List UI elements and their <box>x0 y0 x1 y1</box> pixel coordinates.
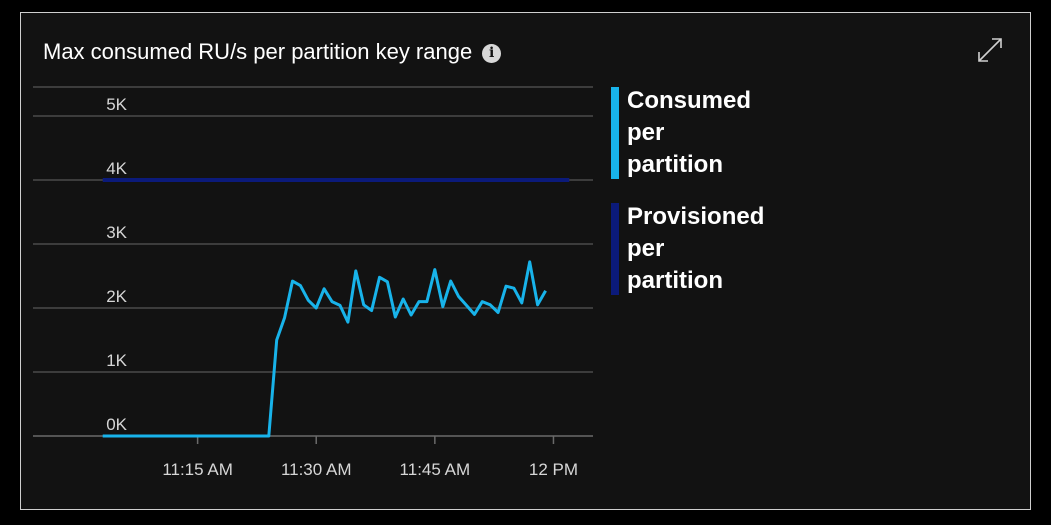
y-tick-label: 5K <box>106 95 127 114</box>
x-tick-label: 11:15 AM <box>162 460 233 479</box>
y-tick-label: 4K <box>106 159 127 178</box>
legend-item-consumed[interactable]: Consumed per partition <box>611 85 762 181</box>
legend-label-consumed: Consumed per partition <box>627 87 752 178</box>
expand-icon[interactable] <box>975 35 1005 65</box>
y-tick-label: 2K <box>106 287 127 306</box>
title-row: Max consumed RU/s per partition key rang… <box>43 39 502 65</box>
legend-item-provisioned[interactable]: Provisioned per partition <box>611 201 765 297</box>
x-tick-label: 11:45 AM <box>400 460 471 479</box>
legend-swatch-consumed <box>611 87 619 179</box>
series-line-consumed <box>102 260 547 438</box>
legend-swatch-provisioned <box>611 203 619 295</box>
x-tick-label: 12 PM <box>529 460 578 479</box>
y-tick-label: 0K <box>106 415 127 434</box>
y-tick-label: 3K <box>106 223 127 242</box>
y-tick-label: 1K <box>106 351 127 370</box>
info-icon[interactable]: i <box>482 43 502 63</box>
legend: Consumed per partition Provisioned per p… <box>611 85 765 317</box>
chart-tile: Max consumed RU/s per partition key rang… <box>20 12 1031 510</box>
line-chart: 0K 1K 2K 3K 4K 5K 11:15 AM 11:30 AM 11:45 AM 12 P… <box>33 86 593 479</box>
chart-title: Max consumed RU/s per partition key rang… <box>43 39 473 64</box>
legend-label-provisioned: Provisioned per partition <box>627 203 765 294</box>
expand-arrow-glyph <box>978 38 1002 62</box>
x-tick-label: 11:30 AM <box>281 460 352 479</box>
